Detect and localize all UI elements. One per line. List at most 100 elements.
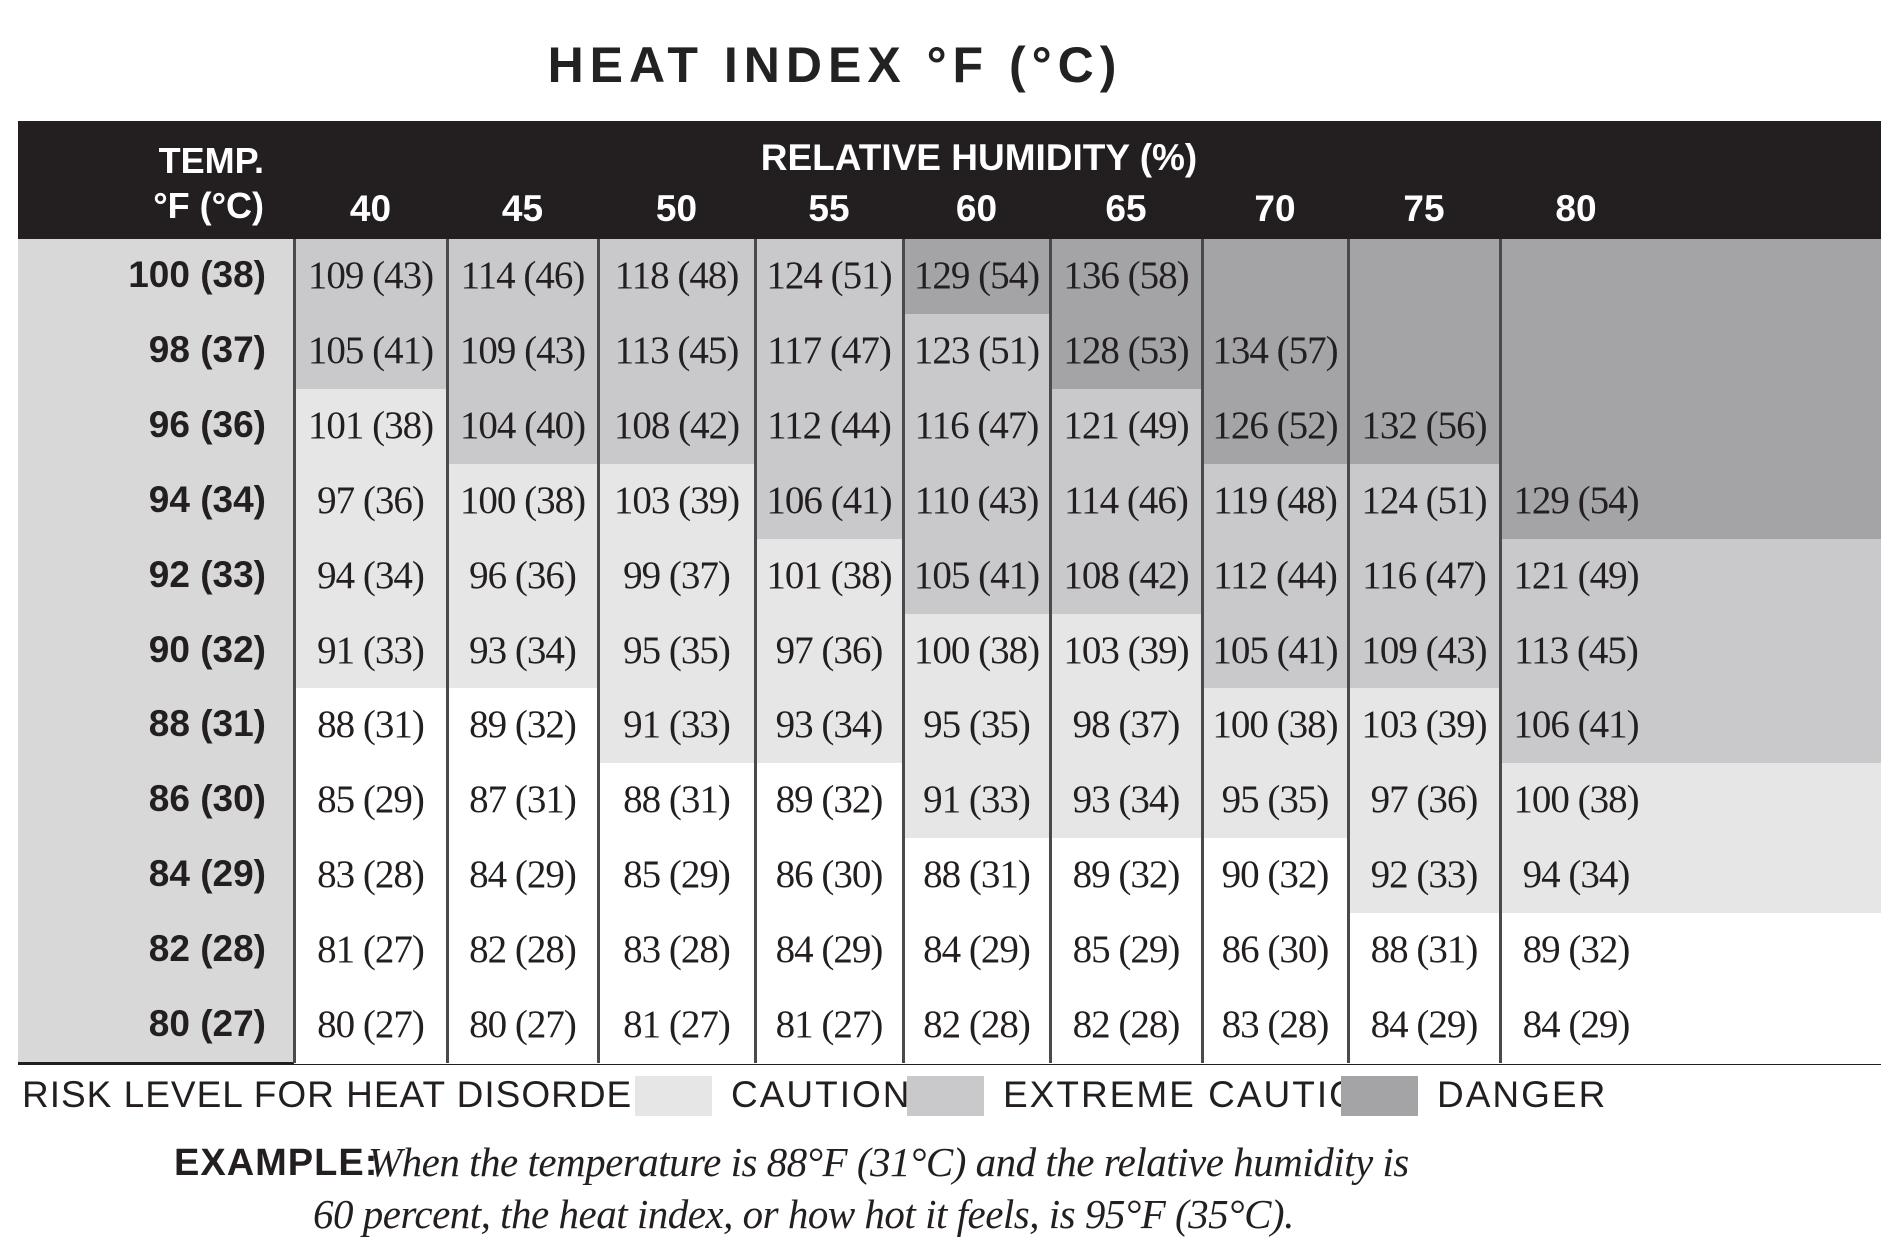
cell-value: 95 (35) <box>923 703 1031 747</box>
risk-cell <box>1202 838 1348 914</box>
risk-cell <box>903 838 1050 914</box>
risk-cell <box>294 763 447 839</box>
cell-value: 129 (54) <box>913 254 1040 297</box>
cell-value: 80 (27) <box>469 1003 577 1046</box>
temp-label: 88 (31) <box>148 703 266 745</box>
cell-value: 95 (35) <box>1221 778 1330 822</box>
temp-label: 84 (29) <box>148 853 266 895</box>
risk-cell <box>294 838 447 914</box>
cell-value: 136 (58) <box>1063 254 1189 297</box>
risk-cell <box>1500 463 1881 540</box>
humidity-value: 40 <box>349 188 392 229</box>
risk-cell <box>1500 763 1881 839</box>
cell-value: 109 (43) <box>307 254 434 297</box>
humidity-value: 80 <box>1555 188 1597 229</box>
cell-value: 116 (47) <box>914 403 1040 447</box>
cell-value: 85 (29) <box>623 853 731 897</box>
risk-cell <box>1348 313 1500 390</box>
risk-cell <box>755 688 903 764</box>
column-rule <box>754 239 757 1063</box>
risk-cell <box>447 688 598 764</box>
risk-cell <box>755 538 903 615</box>
cell-value: 121 (49) <box>1513 553 1639 597</box>
risk-cell <box>1050 538 1202 615</box>
risk-cell <box>1202 538 1348 615</box>
risk-cell <box>755 463 903 540</box>
risk-cell <box>1348 388 1500 465</box>
risk-cell <box>903 239 1050 315</box>
risk-cell <box>598 313 755 390</box>
cell-value: 100 (38) <box>1212 703 1338 747</box>
risk-cell <box>755 313 903 390</box>
risk-cell <box>903 538 1050 615</box>
risk-cell <box>447 913 598 989</box>
cell-value: 90 (32) <box>1221 853 1330 897</box>
cell-value: 105 (41) <box>913 553 1040 597</box>
cell-value: 113 (45) <box>1514 628 1639 672</box>
risk-cell <box>294 988 447 1064</box>
risk-cell <box>1500 988 1881 1064</box>
cell-value: 81 (27) <box>623 1003 731 1046</box>
risk-cell <box>447 239 598 315</box>
temp-label: 94 (34) <box>148 478 266 520</box>
cell-value: 91 (33) <box>623 703 731 747</box>
risk-cell <box>1050 463 1202 540</box>
cell-value: 93 (34) <box>469 628 577 672</box>
risk-cell <box>755 913 903 989</box>
risk-cell <box>294 913 447 989</box>
risk-cell <box>1202 613 1348 689</box>
cell-value: 97 (36) <box>317 478 425 522</box>
header-bar <box>18 121 1881 239</box>
cell-value: 89 (32) <box>469 703 577 747</box>
cell-value: 93 (34) <box>775 703 884 747</box>
risk-cell <box>1348 463 1500 540</box>
example-text: 60 percent, the heat index, or how hot i… <box>313 1191 1294 1237</box>
risk-cell <box>598 688 755 764</box>
risk-cell <box>598 538 755 615</box>
cell-value: 108 (42) <box>1063 553 1189 597</box>
column-rule <box>293 239 296 1063</box>
cell-value: 88 (31) <box>623 778 731 822</box>
cell-value: 80 (27) <box>317 1003 425 1046</box>
cell-value: 97 (36) <box>1370 778 1479 822</box>
temp-column <box>18 239 294 1063</box>
cell-value: 109 (43) <box>459 328 586 372</box>
temp-label: 96 (36) <box>148 403 266 445</box>
cell-value: 103 (39) <box>613 478 740 522</box>
column-rule <box>446 239 449 1063</box>
risk-cell <box>1050 763 1202 839</box>
risk-cell <box>903 463 1050 540</box>
humidity-value: 60 <box>955 188 998 229</box>
cell-value: 92 (33) <box>1370 853 1479 897</box>
risk-cell <box>1500 913 1881 989</box>
cell-value: 128 (53) <box>1063 328 1189 372</box>
cell-value: 87 (31) <box>469 778 577 822</box>
cell-value: 100 (38) <box>913 628 1040 672</box>
temp-label: 98 (37) <box>148 328 266 370</box>
cell-value: 132 (56) <box>1361 403 1487 447</box>
risk-cell <box>1050 988 1202 1064</box>
humidity-value: 45 <box>501 188 544 229</box>
cell-value: 98 (37) <box>1072 703 1181 747</box>
risk-cell <box>903 313 1050 390</box>
humidity-header: RELATIVE HUMIDITY (%) <box>760 137 1198 178</box>
cell-value: 82 (28) <box>1072 1003 1181 1046</box>
humidity-value: 75 <box>1403 188 1445 229</box>
column-rule <box>597 239 600 1063</box>
risk-cell <box>598 239 755 315</box>
temp-label: 92 (33) <box>148 553 266 595</box>
risk-cell <box>1202 313 1348 390</box>
cell-value: 93 (34) <box>1072 778 1181 822</box>
cell-value: 86 (30) <box>775 853 884 897</box>
cell-value: 83 (28) <box>1221 1003 1330 1046</box>
risk-cell <box>447 313 598 390</box>
risk-cell <box>294 688 447 764</box>
risk-cell <box>1202 763 1348 839</box>
temp-label: 90 (32) <box>148 628 266 670</box>
legend-label: RISK LEVEL FOR HEAT DISORDERS: <box>22 1074 697 1115</box>
table-bottom-rule <box>18 1062 1881 1065</box>
cell-value: 108 (42) <box>613 403 740 447</box>
cell-value: 89 (32) <box>775 778 884 822</box>
cell-value: 118 (48) <box>614 254 740 297</box>
cell-value: 124 (51) <box>766 254 892 297</box>
